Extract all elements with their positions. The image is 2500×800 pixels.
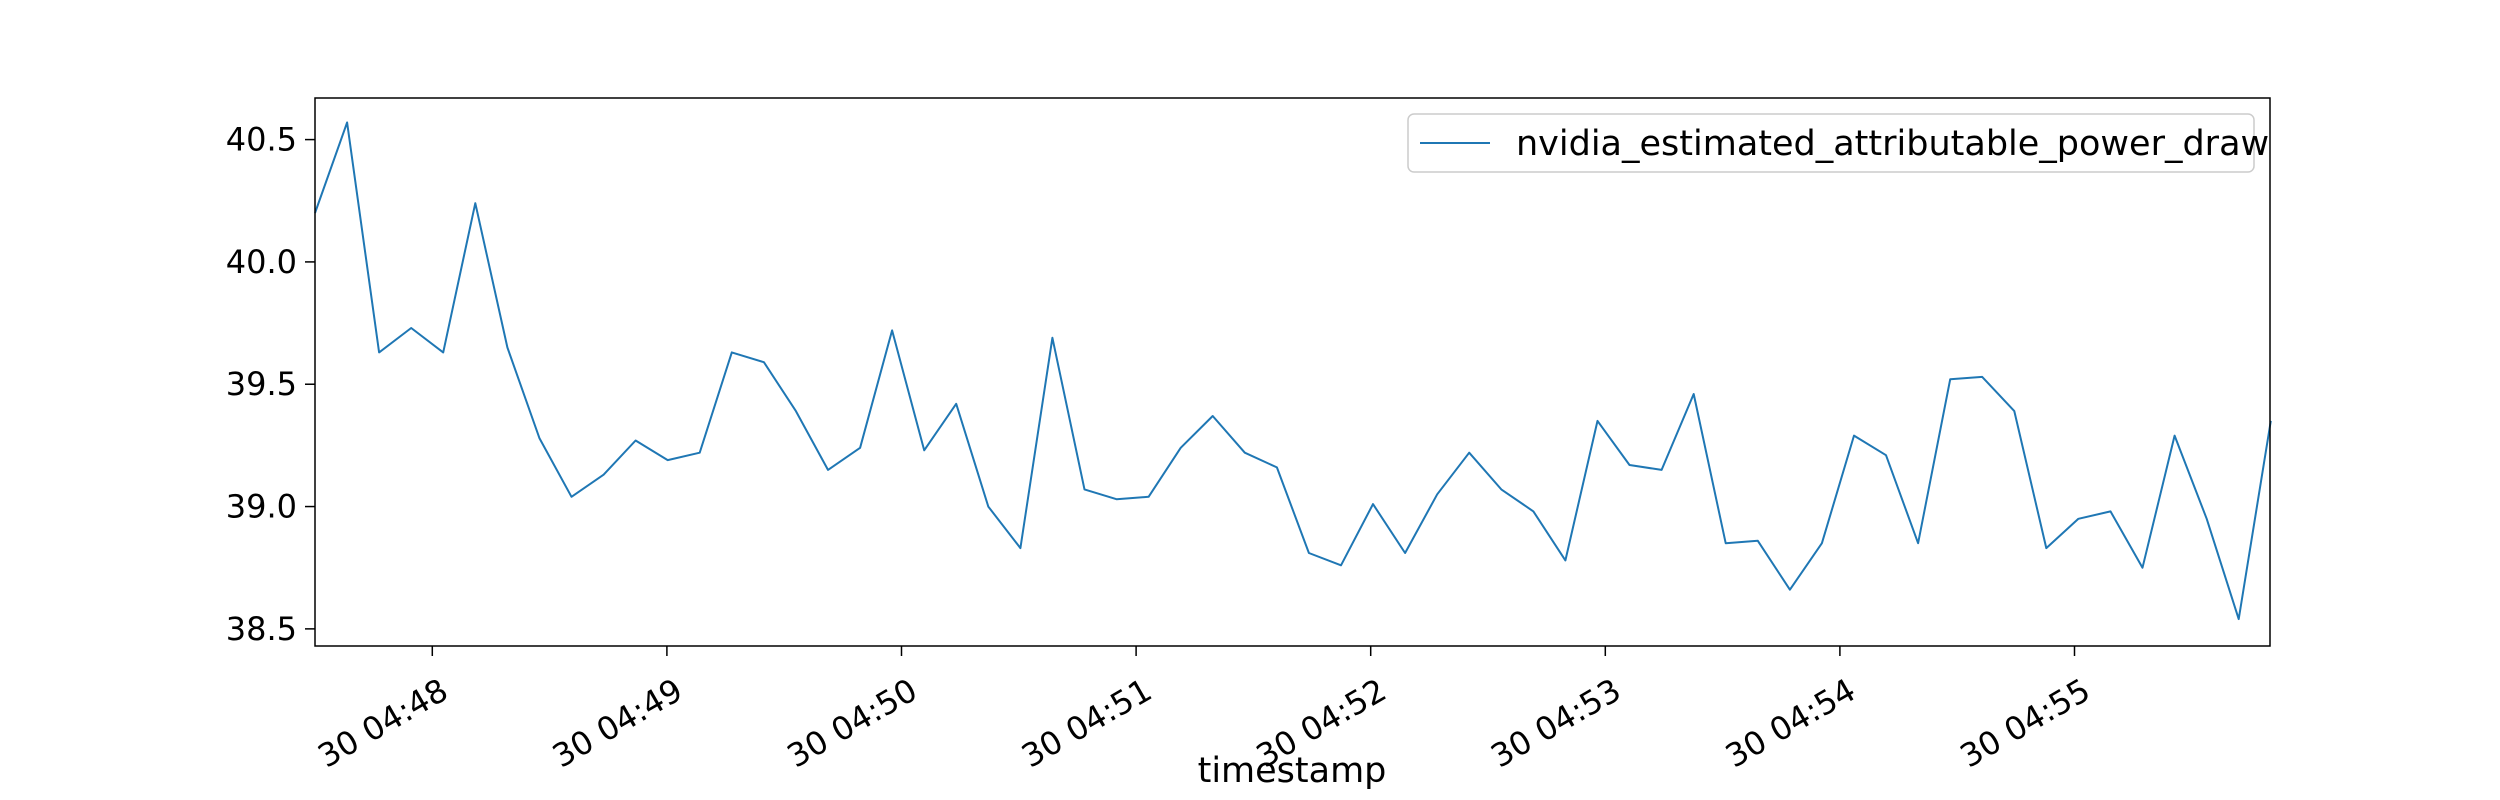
y-tick-label: 40.0 xyxy=(226,243,297,281)
x-tick-label: 30 04:51 xyxy=(1015,671,1158,775)
series-line xyxy=(314,121,2272,621)
plot-frame xyxy=(314,97,2271,647)
legend-entry-label: nvidia_estimated_attributable_power_draw xyxy=(1516,124,2269,164)
x-tick-label: 30 04:50 xyxy=(781,671,924,775)
series-layer xyxy=(314,121,2272,621)
y-tick-label: 38.5 xyxy=(226,610,297,648)
x-tick-label: 30 04:53 xyxy=(1484,671,1627,775)
y-tick-label: 39.0 xyxy=(226,488,297,526)
legend-box xyxy=(1407,113,2255,173)
x-tick-label: 30 04:49 xyxy=(546,671,689,775)
x-axis-label: timestamp xyxy=(1198,751,1387,791)
x-tick-label: 30 04:54 xyxy=(1719,671,1862,775)
legend: nvidia_estimated_attributable_power_draw xyxy=(1407,113,2269,173)
y-tick-label: 40.5 xyxy=(226,121,297,159)
x-tick-label: 30 04:48 xyxy=(311,671,454,775)
y-tick-label: 39.5 xyxy=(226,365,297,403)
x-tick-label: 30 04:55 xyxy=(1954,671,2097,775)
plot-background xyxy=(315,98,2270,646)
y-axis-ticks: 38.5 39.0 39.5 40.0 40.5 xyxy=(226,121,315,648)
